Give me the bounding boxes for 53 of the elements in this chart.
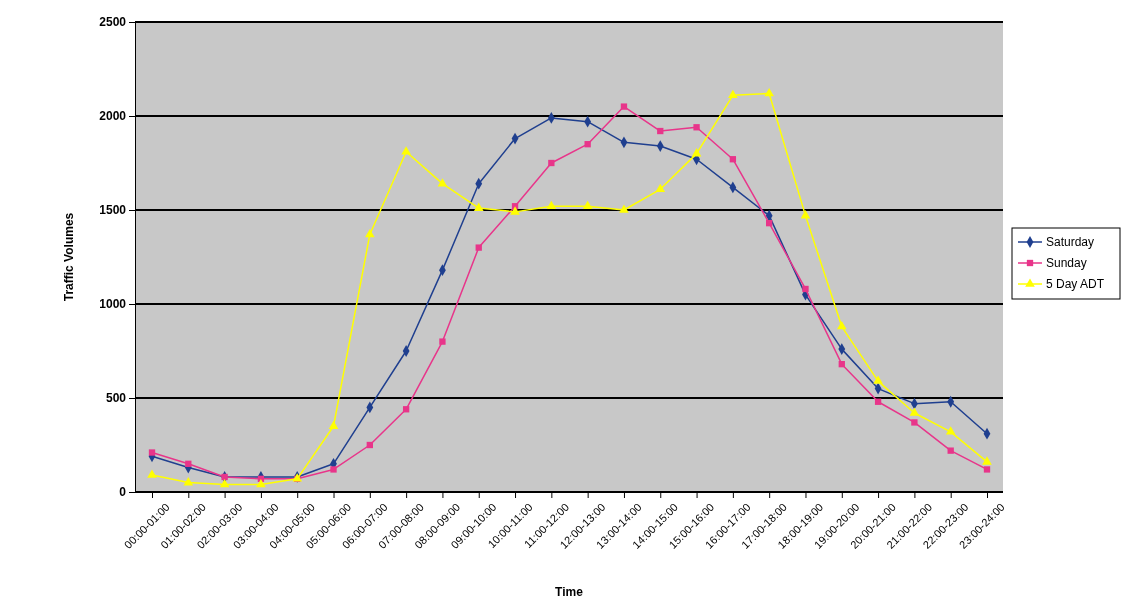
point: [945, 426, 956, 435]
point: [437, 178, 448, 187]
point: [947, 447, 954, 454]
point: [909, 407, 920, 416]
legend-label: Sunday: [1046, 256, 1087, 270]
point: [802, 285, 809, 293]
y-axis-title: Traffic Volumes: [62, 212, 76, 302]
point: [693, 124, 700, 131]
point: [185, 460, 192, 467]
point: [548, 159, 555, 167]
point: [728, 89, 738, 99]
point: [365, 228, 375, 238]
point: [330, 466, 337, 473]
point: [256, 478, 266, 488]
point: [546, 200, 557, 210]
y-tick-label: 0: [119, 485, 127, 500]
point: [147, 469, 157, 478]
point: [838, 361, 845, 368]
point: [729, 156, 737, 163]
point: [148, 449, 156, 456]
point: [366, 441, 373, 449]
y-tick-label: 500: [105, 391, 127, 406]
point: [183, 477, 194, 486]
y-tick-label: 1500: [99, 203, 127, 218]
point: [582, 200, 593, 210]
point: [475, 244, 482, 251]
point: [764, 87, 774, 97]
point: [510, 206, 520, 215]
point: [982, 456, 992, 465]
point: [873, 375, 883, 384]
point: [983, 466, 991, 473]
point: [800, 210, 811, 219]
point: [691, 148, 702, 157]
point: [874, 398, 882, 405]
point: [473, 202, 484, 211]
y-tick-label: 2500: [99, 15, 127, 30]
point: [402, 406, 410, 413]
x-axis-title: Time: [555, 585, 584, 599]
point: [657, 127, 664, 135]
legend-label: 5 Day ADT: [1046, 277, 1105, 291]
y-tick-label: 2000: [99, 109, 127, 124]
point: [328, 420, 339, 429]
point: [911, 419, 918, 426]
point: [584, 141, 591, 148]
point: [619, 204, 629, 213]
point: [655, 183, 666, 193]
point: [766, 220, 773, 227]
point: [620, 103, 628, 110]
y-tick-label: 1000: [99, 297, 127, 312]
point: [439, 338, 446, 345]
point: [836, 321, 847, 330]
legend-label: Saturday: [1046, 235, 1095, 249]
point: [219, 478, 230, 488]
